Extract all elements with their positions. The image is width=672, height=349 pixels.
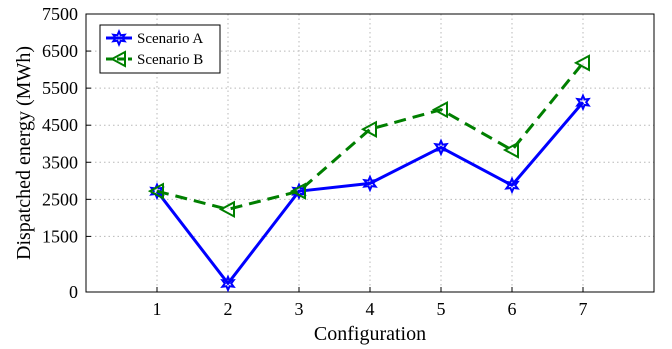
data-point-scenario-a: [220, 274, 236, 293]
legend-marker: [111, 28, 127, 48]
y-tick-label: 5500: [42, 78, 78, 98]
x-tick-label: 4: [366, 299, 375, 319]
data-point-scenario-b: [147, 182, 164, 200]
grid: [86, 14, 654, 292]
data-point-scenario-a: [362, 174, 378, 193]
data-point-scenario-a: [575, 93, 591, 112]
series-line-scenario-a: [155, 101, 585, 285]
legend-label: Scenario A: [137, 31, 203, 47]
x-tick-label: 1: [153, 299, 162, 319]
data-point-scenario-b: [289, 182, 306, 200]
y-axis-label: Dispatched energy (MWh): [13, 46, 35, 260]
series-scenario-b: [147, 54, 590, 219]
data-point-scenario-b: [360, 120, 377, 138]
legend-label: Scenario B: [137, 52, 203, 68]
x-tick-label: 5: [437, 299, 446, 319]
series-layer: [147, 54, 591, 293]
x-axis-label: Configuration: [314, 323, 426, 345]
y-tick-label: 4500: [42, 115, 78, 135]
x-tick-label: 7: [579, 299, 588, 319]
legend-marker: [109, 50, 126, 68]
x-tick-label: 2: [224, 299, 233, 319]
y-tick-label: 0: [69, 282, 78, 302]
y-tick-label: 1500: [42, 226, 78, 246]
series-scenario-a: [149, 93, 591, 293]
data-point-scenario-b: [218, 200, 235, 219]
y-tick-label: 3500: [42, 152, 78, 172]
data-point-scenario-b: [502, 141, 519, 159]
data-point-scenario-b: [431, 100, 448, 119]
y-tick-label: 7500: [42, 4, 78, 24]
data-point-scenario-b: [573, 54, 590, 72]
x-tick-label: 6: [508, 299, 517, 319]
x-tick-label: 3: [295, 299, 304, 319]
axes: 1 2 3 4 5 6 7 0 1500 2500 3500 4500 5500 6500 7500: [42, 4, 588, 319]
legend: Scenario A Scenario B: [99, 24, 221, 74]
data-point-scenario-a: [433, 138, 449, 157]
y-tick-label: 2500: [42, 189, 78, 209]
legend-items: Scenario A Scenario B: [106, 28, 203, 68]
data-point-scenario-a: [504, 176, 520, 195]
y-tick-label: 6500: [42, 41, 78, 61]
